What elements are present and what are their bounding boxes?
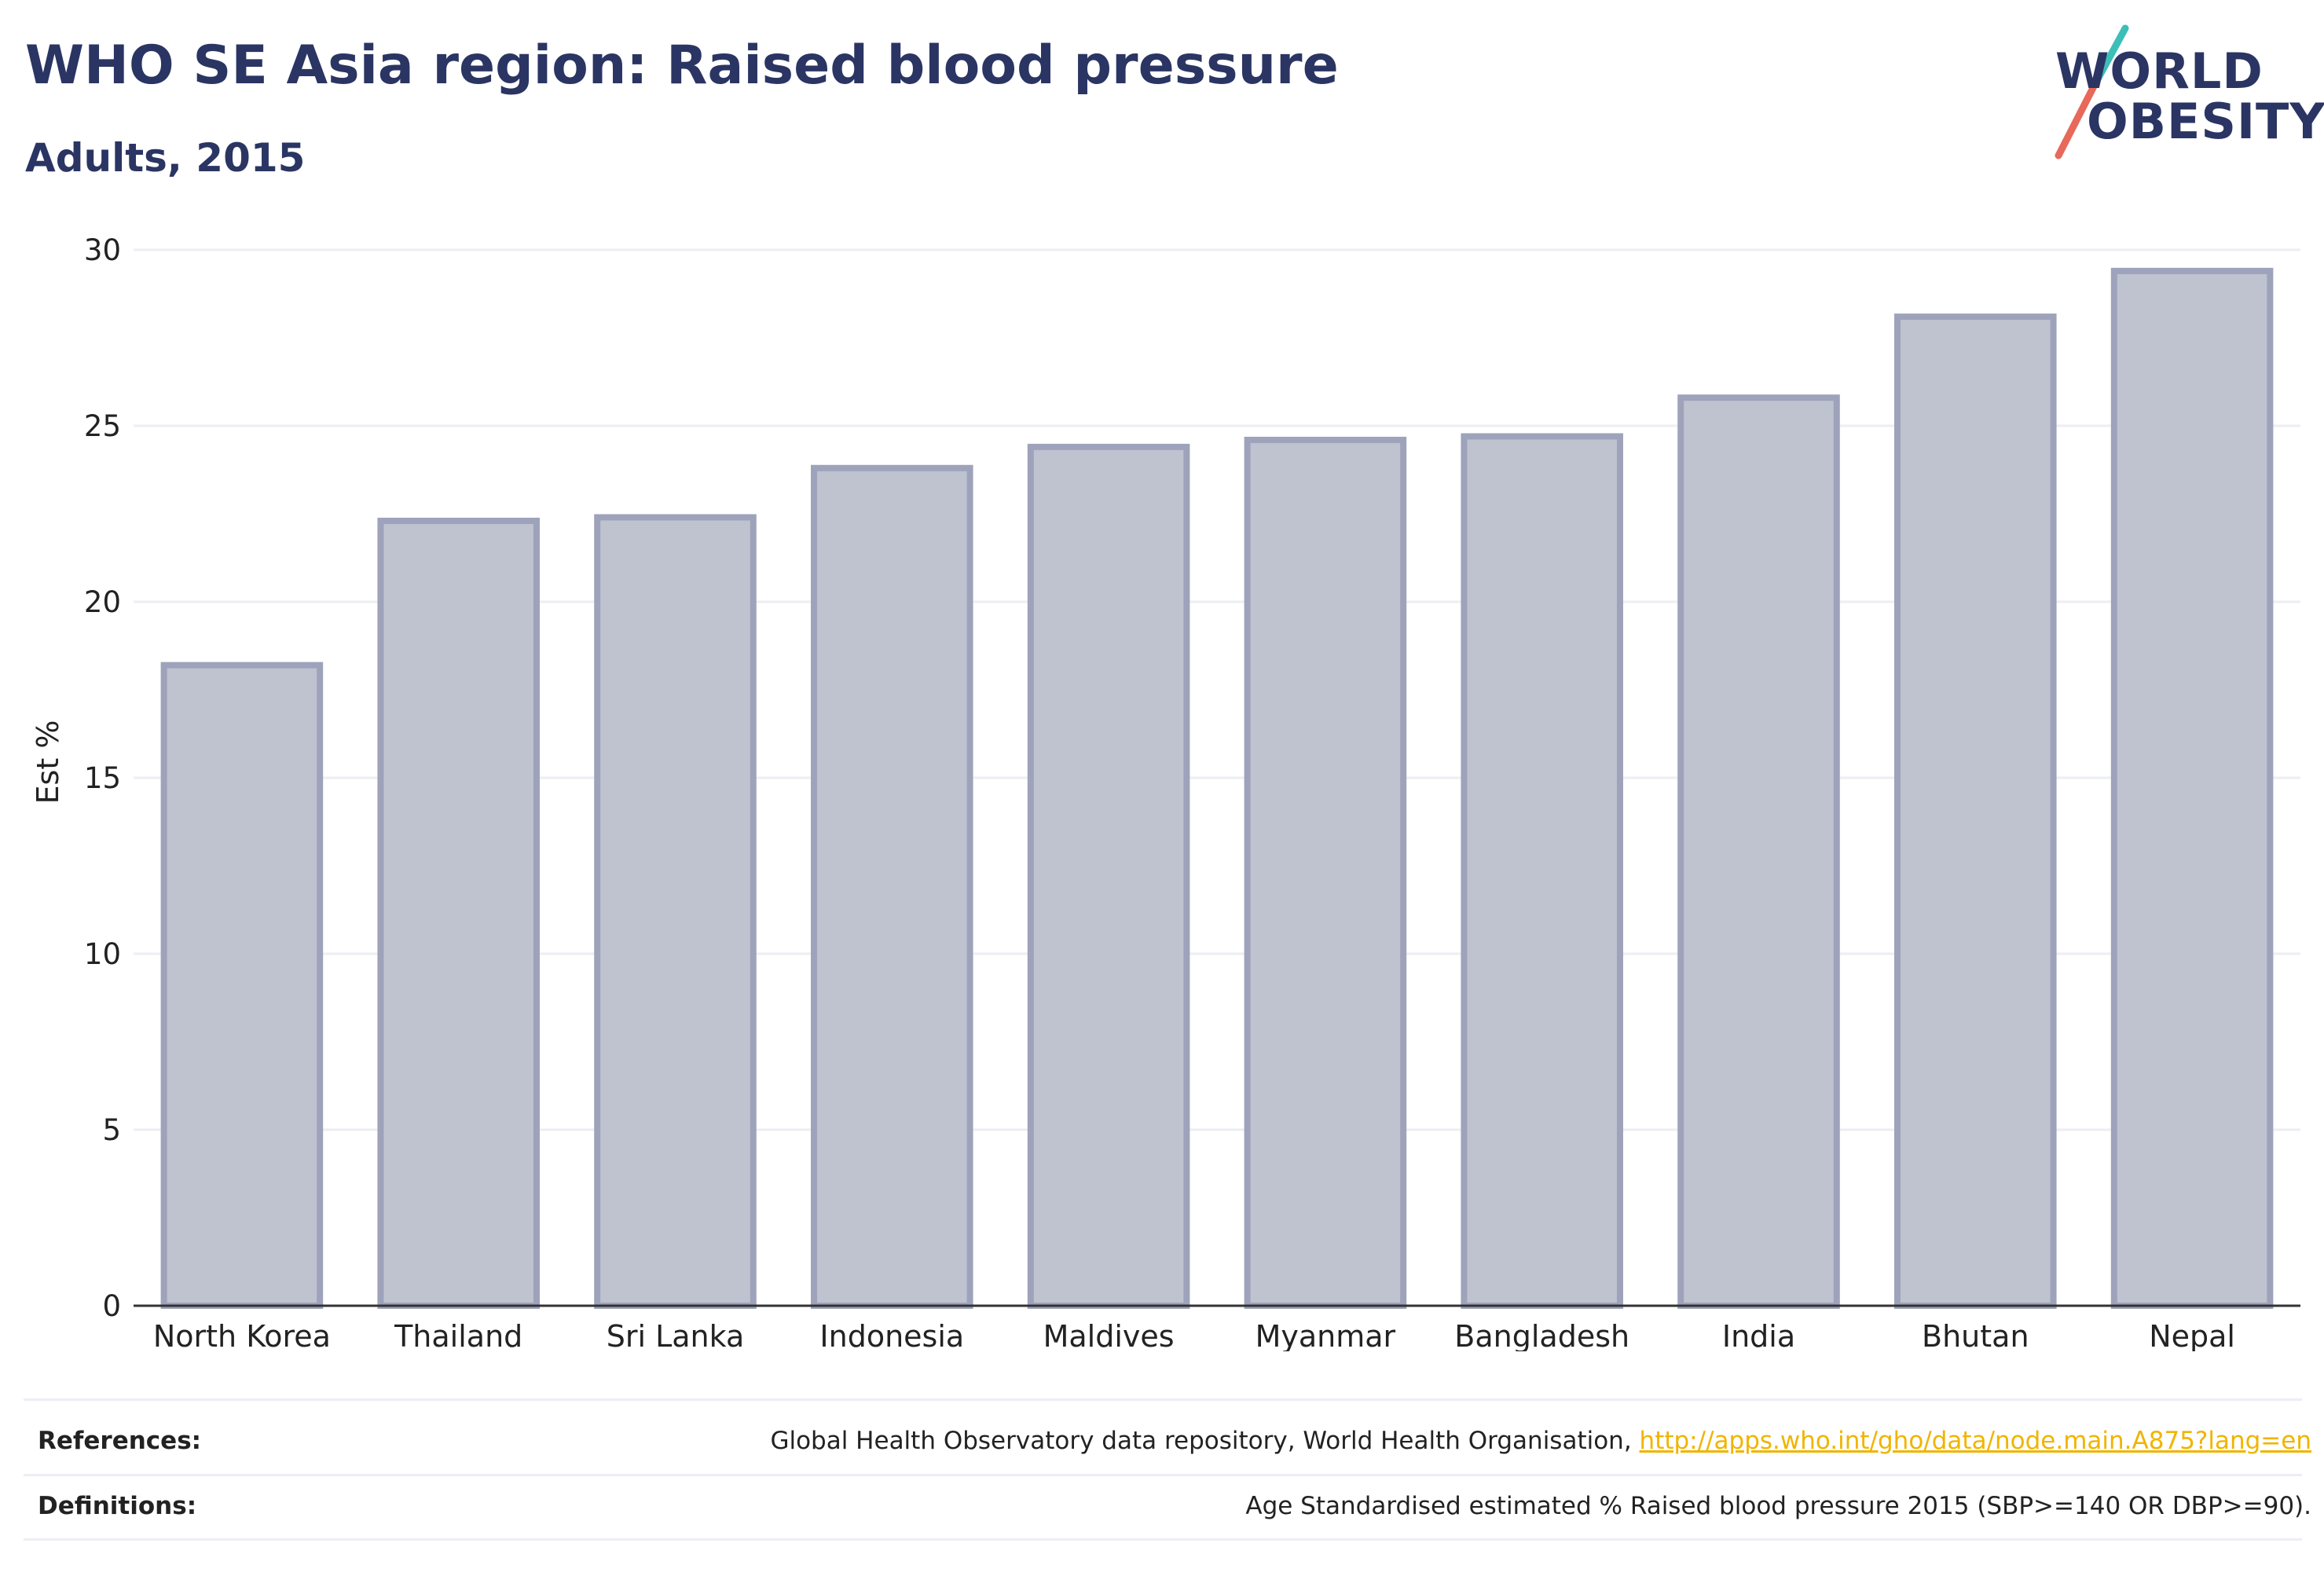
- x-tick-label: Indonesia: [819, 1319, 964, 1351]
- y-tick-label: 5: [102, 1113, 121, 1147]
- x-tick-label: Bhutan: [1922, 1319, 2029, 1351]
- world-obesity-logo: WORLD OBESITY: [2043, 20, 2324, 170]
- chart-title: WHO SE Asia region: Raised blood pressur…: [25, 35, 1339, 97]
- logo-text-obesity: OBESITY: [2087, 93, 2324, 150]
- footer-divider: [24, 1474, 2302, 1476]
- bars: [160, 267, 2274, 1310]
- y-tick-label: 20: [84, 585, 121, 619]
- axes: 0 5 10 15 20 25 30 North Korea Thailand Sri Lanka…: [84, 233, 2300, 1351]
- x-tick-label: Sri Lanka: [607, 1319, 745, 1351]
- bar-north-korea[interactable]: [160, 662, 324, 1309]
- bar-nepal[interactable]: [2110, 267, 2274, 1309]
- chart-subtitle: Adults, 2015: [25, 135, 306, 181]
- definitions-row: Definitions: Age Standardised estimated …: [38, 1483, 2311, 1530]
- references-row: References: Global Health Observatory da…: [38, 1417, 2311, 1464]
- logo-text-world: WORLD: [2055, 42, 2264, 100]
- y-tick-label: 10: [84, 937, 121, 971]
- y-tick-label: 25: [84, 409, 121, 443]
- bar-bangladesh[interactable]: [1461, 433, 1623, 1310]
- x-tick-label: Thailand: [394, 1319, 522, 1351]
- y-tick-label: 30: [84, 233, 121, 267]
- x-tick-label: Maldives: [1043, 1319, 1175, 1351]
- footer-divider: [24, 1538, 2302, 1541]
- definitions-text: Age Standardised estimated % Raised bloo…: [1245, 1492, 2311, 1520]
- logo-slash-icon: [2055, 24, 2129, 159]
- bar-bhutan[interactable]: [1894, 313, 2057, 1309]
- bar-chart: 0 5 10 15 20 25 30 North Korea Thailand Sri Lanka…: [31, 233, 2300, 1351]
- x-tick-label: India: [1722, 1319, 1795, 1351]
- bar-maldives[interactable]: [1027, 443, 1190, 1309]
- y-tick-label: 15: [84, 761, 121, 795]
- definitions-label: Definitions:: [38, 1492, 197, 1520]
- bar-india[interactable]: [1677, 394, 1840, 1309]
- references-content: Global Health Observatory data repositor…: [770, 1427, 2311, 1455]
- y-axis-label: Est %: [31, 720, 65, 804]
- bar-sri-lanka[interactable]: [594, 514, 757, 1309]
- references-label: References:: [38, 1427, 202, 1455]
- x-tick-label: Myanmar: [1255, 1319, 1396, 1351]
- x-tick-label: Nepal: [2149, 1319, 2235, 1351]
- bar-thailand[interactable]: [377, 517, 540, 1309]
- references-text: Global Health Observatory data repositor…: [770, 1427, 1640, 1455]
- y-tick-label: 0: [102, 1289, 121, 1323]
- footer-divider: [24, 1398, 2302, 1401]
- bar-indonesia[interactable]: [811, 464, 973, 1309]
- x-tick-label: North Korea: [153, 1319, 331, 1351]
- bar-myanmar[interactable]: [1244, 436, 1407, 1309]
- x-tick-label: Bangladesh: [1454, 1319, 1629, 1351]
- references-link[interactable]: http://apps.who.int/gho/data/node.main.A…: [1639, 1427, 2311, 1455]
